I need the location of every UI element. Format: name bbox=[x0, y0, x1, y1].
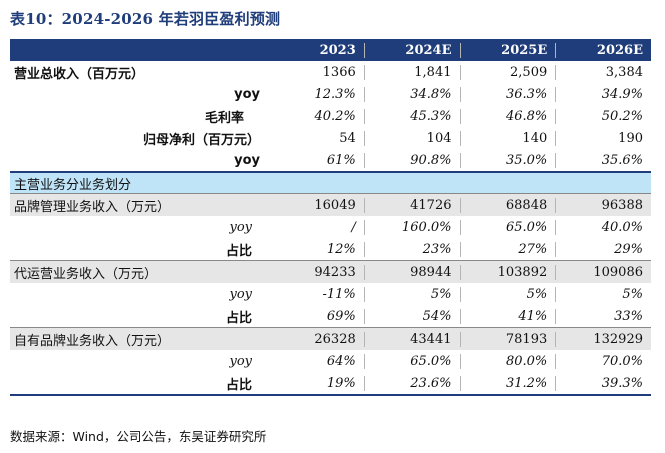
cell: 61% bbox=[326, 152, 356, 168]
row-label: 代运营业务收入（万元） bbox=[14, 266, 158, 282]
cell: 23% bbox=[363, 241, 460, 257]
row-label: 品牌管理业务收入（万元） bbox=[14, 199, 171, 215]
cell: 94233 bbox=[314, 264, 356, 280]
table-row-operation: 代运营业务收入（万元） 94233 98944 103892 109086 bbox=[10, 260, 651, 283]
data-source-note: 数据来源：Wind，公司公告，东吴证券研究所 bbox=[10, 429, 267, 444]
cell: 54 bbox=[339, 130, 356, 146]
cell: / bbox=[351, 219, 356, 235]
cell: 68848 bbox=[459, 197, 556, 213]
row-label: 毛利率 bbox=[204, 110, 244, 126]
cell: 69% bbox=[326, 308, 356, 324]
cell: 5% bbox=[363, 286, 460, 302]
cell: 65.0% bbox=[459, 219, 556, 235]
cell: 35.6% bbox=[555, 152, 651, 168]
cell: 43441 bbox=[363, 331, 460, 347]
cell: 27% bbox=[459, 241, 556, 257]
cell: 23.6% bbox=[363, 375, 460, 391]
cell: 36.3% bbox=[459, 86, 556, 102]
cell: 190 bbox=[555, 130, 651, 146]
cell: 40.2% bbox=[314, 108, 356, 124]
section-label: 主营业务分业务划分 bbox=[14, 177, 132, 193]
cell: 160.0% bbox=[363, 219, 460, 235]
table-row-own-brand: 自有品牌业务收入（万元） 26328 43441 78193 132929 bbox=[10, 327, 651, 350]
row-label: yoy bbox=[229, 219, 252, 235]
table-row-net-profit-yoy: yoy 61% 90.8% 35.0% 35.6% bbox=[10, 149, 651, 171]
cell: 96388 bbox=[555, 197, 651, 213]
forecast-table: 2023 2024E 2025E 2026E 营业总收入（百万元） 1366 1… bbox=[10, 39, 651, 396]
cell: 46.8% bbox=[459, 108, 556, 124]
cell: 40.0% bbox=[555, 219, 651, 235]
cell: 54% bbox=[363, 308, 460, 324]
table-header-row: 2023 2024E 2025E 2026E bbox=[10, 39, 651, 61]
cell: 5% bbox=[459, 286, 556, 302]
table-row-net-profit: 归母净利（百万元） 54 104 140 190 bbox=[10, 127, 651, 149]
cell: 16049 bbox=[314, 197, 356, 213]
cell: 1,841 bbox=[363, 64, 460, 80]
cell: 45.3% bbox=[363, 108, 460, 124]
row-label: yoy bbox=[229, 353, 252, 369]
cell: 64% bbox=[326, 353, 356, 369]
cell: 34.8% bbox=[363, 86, 460, 102]
row-label: yoy bbox=[229, 286, 252, 302]
cell: 109086 bbox=[555, 264, 651, 280]
header-2023: 2023 bbox=[319, 42, 356, 58]
header-2024e: 2024E bbox=[363, 42, 460, 58]
cell: 5% bbox=[555, 286, 651, 302]
table-row-brand-mgmt-yoy: yoy / 160.0% 65.0% 40.0% bbox=[10, 216, 651, 238]
row-label: 自有品牌业务收入（万元） bbox=[14, 333, 171, 349]
row-label: 占比 bbox=[225, 310, 252, 326]
cell: 41726 bbox=[363, 197, 460, 213]
table-row-operation-yoy: yoy -11% 5% 5% 5% bbox=[10, 283, 651, 305]
cell: 50.2% bbox=[555, 108, 651, 124]
cell: 34.9% bbox=[555, 86, 651, 102]
cell: -11% bbox=[322, 286, 356, 302]
cell: 29% bbox=[555, 241, 651, 257]
cell: 3,384 bbox=[555, 64, 651, 80]
header-2026e: 2026E bbox=[555, 42, 651, 58]
cell: 80.0% bbox=[459, 353, 556, 369]
table-row-brand-mgmt: 品牌管理业务收入（万元） 16049 41726 68848 96388 bbox=[10, 193, 651, 216]
cell: 35.0% bbox=[459, 152, 556, 168]
table-row-revenue-yoy: yoy 12.3% 34.8% 36.3% 34.9% bbox=[10, 83, 651, 105]
table-row-own-brand-share: 占比 19% 23.6% 31.2% 39.3% bbox=[10, 372, 651, 396]
cell: 31.2% bbox=[459, 375, 556, 391]
cell: 132929 bbox=[555, 331, 651, 347]
cell: 41% bbox=[459, 308, 556, 324]
cell: 1366 bbox=[322, 64, 356, 80]
table-row-brand-mgmt-share: 占比 12% 23% 27% 29% bbox=[10, 238, 651, 260]
cell: 98944 bbox=[363, 264, 460, 280]
row-label: 占比 bbox=[225, 377, 252, 393]
cell: 90.8% bbox=[363, 152, 460, 168]
cell: 19% bbox=[326, 375, 356, 391]
row-label: 营业总收入（百万元） bbox=[14, 66, 145, 82]
cell: 104 bbox=[363, 130, 460, 146]
cell: 65.0% bbox=[363, 353, 460, 369]
section-header: 主营业务分业务划分 bbox=[10, 171, 651, 193]
row-label: 归母净利（百万元） bbox=[142, 132, 260, 148]
cell: 78193 bbox=[459, 331, 556, 347]
cell: 26328 bbox=[314, 331, 356, 347]
table-row-revenue: 营业总收入（百万元） 1366 1,841 2,509 3,384 bbox=[10, 61, 651, 83]
row-label: 占比 bbox=[225, 243, 252, 259]
table-row-gross-margin: 毛利率 40.2% 45.3% 46.8% 50.2% bbox=[10, 105, 651, 127]
cell: 12.3% bbox=[314, 86, 356, 102]
cell: 2,509 bbox=[459, 64, 556, 80]
cell: 12% bbox=[326, 241, 356, 257]
table-title: 表10：2024-2026 年若羽臣盈利预测 bbox=[10, 10, 281, 28]
cell: 103892 bbox=[459, 264, 556, 280]
row-label: yoy bbox=[234, 86, 260, 102]
table-row-operation-share: 占比 69% 54% 41% 33% bbox=[10, 305, 651, 327]
header-2025e: 2025E bbox=[459, 42, 556, 58]
cell: 39.3% bbox=[555, 375, 651, 391]
table-row-own-brand-yoy: yoy 64% 65.0% 80.0% 70.0% bbox=[10, 350, 651, 372]
cell: 140 bbox=[459, 130, 556, 146]
row-label: yoy bbox=[234, 152, 260, 168]
cell: 33% bbox=[555, 308, 651, 324]
cell: 70.0% bbox=[555, 353, 651, 369]
